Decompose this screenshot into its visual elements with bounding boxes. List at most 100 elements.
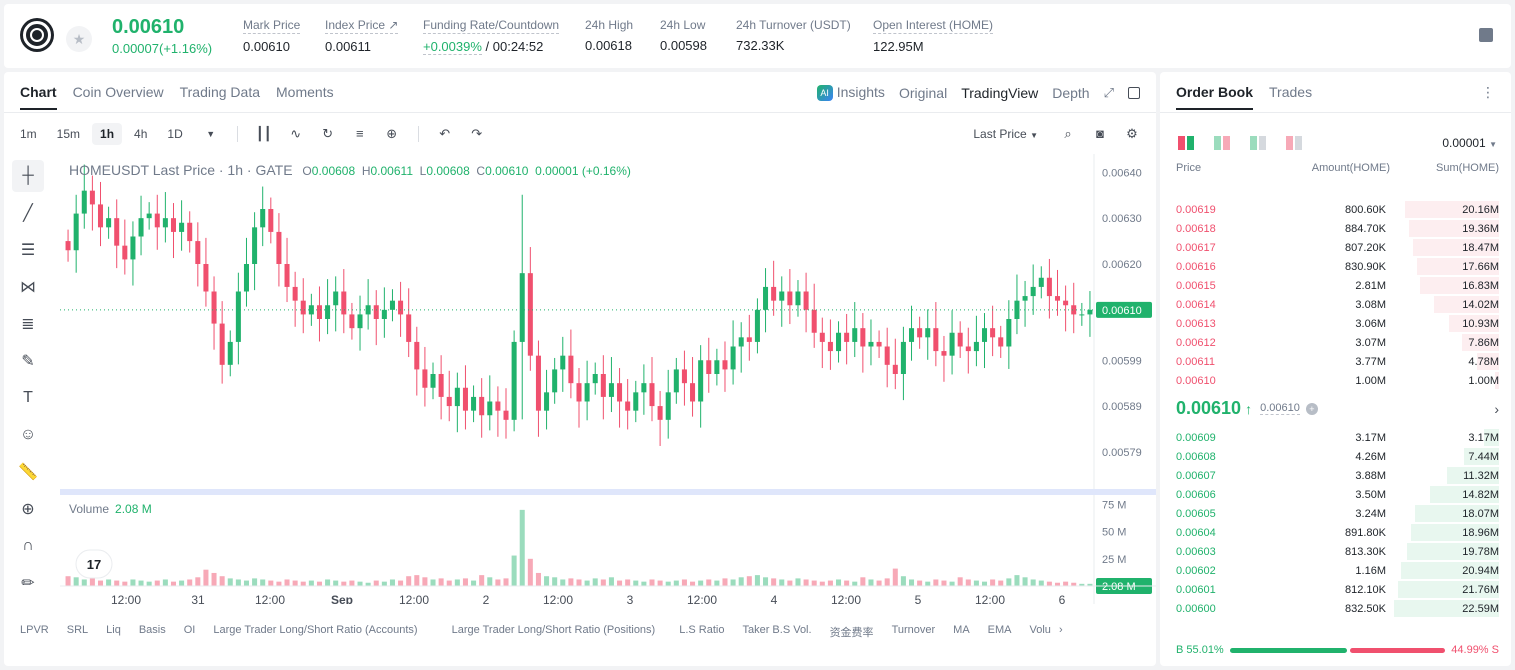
- bid-row[interactable]: 0.00601 812.10K 21.76M: [1176, 580, 1499, 599]
- indicator-lt-positions[interactable]: Large Trader Long/Short Ratio (Positions…: [451, 624, 656, 636]
- tab-tradingview[interactable]: TradingView: [961, 84, 1039, 101]
- indicator-ma[interactable]: MA: [953, 624, 970, 636]
- text-icon[interactable]: T: [23, 389, 33, 406]
- more-options-icon[interactable]: ⋮: [1481, 84, 1495, 100]
- tab-chart[interactable]: Chart: [20, 84, 57, 110]
- indicator-turnover[interactable]: Turnover: [891, 624, 936, 636]
- indicator-oi[interactable]: OI: [183, 624, 196, 636]
- replay-icon[interactable]: ↻: [322, 126, 334, 141]
- view-both-alt-icon[interactable]: [1214, 136, 1230, 150]
- emoji-icon[interactable]: ☺: [19, 426, 37, 443]
- candle-body: [779, 291, 785, 301]
- timeframe-1h[interactable]: 1h: [92, 123, 123, 145]
- horizontal-lines-icon[interactable]: ☰: [20, 242, 36, 259]
- price-tick-label: 0.00620: [1102, 259, 1142, 271]
- fib-icon[interactable]: ≣: [21, 316, 35, 333]
- volume-bar: [527, 558, 533, 586]
- ruler-icon[interactable]: 📏: [18, 464, 38, 481]
- candlestick-chart[interactable]: 0.00640 0.00630 0.00620 0.00610 0.00599 0.005…: [60, 154, 1156, 604]
- crosshair-icon[interactable]: ┼: [12, 160, 44, 192]
- price-source-select[interactable]: Last Price ▼: [973, 127, 1038, 141]
- bid-row[interactable]: 0.00600 832.50K 22.59M: [1176, 599, 1499, 618]
- tab-original[interactable]: Original: [898, 84, 948, 101]
- tab-trading-data[interactable]: Trading Data: [179, 84, 261, 100]
- tab-order-book[interactable]: Order Book: [1176, 84, 1254, 110]
- ask-row[interactable]: 0.00614 3.08M 14.02M: [1176, 295, 1499, 314]
- candle-type-icon[interactable]: ┃┃: [255, 126, 272, 141]
- timeframe-4h[interactable]: 4h: [134, 127, 148, 141]
- camera-icon[interactable]: ◙: [1096, 126, 1104, 141]
- templates-icon[interactable]: ≡: [355, 126, 364, 141]
- indicator-liq[interactable]: Liq: [106, 624, 121, 636]
- indicator-ema[interactable]: EMA: [987, 624, 1012, 636]
- tab-depth[interactable]: Depth: [1052, 84, 1090, 101]
- ask-row[interactable]: 0.00616 830.90K 17.66M: [1176, 257, 1499, 276]
- funding-rate-value[interactable]: +0.0039%: [423, 39, 482, 55]
- ask-row[interactable]: 0.00610 1.00M 1.00M: [1176, 371, 1499, 390]
- add-alert-icon[interactable]: ⊕: [386, 126, 398, 141]
- indicator-srl[interactable]: SRL: [66, 624, 89, 636]
- volume-bar: [698, 580, 704, 586]
- trendline-icon[interactable]: ╱: [23, 205, 33, 222]
- indicator-lt-accounts[interactable]: Large Trader Long/Short Ratio (Accounts): [213, 624, 418, 636]
- brush-icon[interactable]: ✎: [21, 353, 35, 370]
- timeframe-15m[interactable]: 15m: [56, 127, 81, 141]
- view-asks-icon[interactable]: [1286, 136, 1302, 150]
- bid-price: 0.00600: [1176, 602, 1216, 615]
- guide-book-icon[interactable]: [1479, 28, 1493, 42]
- bid-row[interactable]: 0.00609 3.17M 3.17M: [1176, 428, 1499, 447]
- volume-bar: [203, 569, 209, 586]
- legend-symbol: HOMEUSDT Last Price · 1h · GATE: [69, 162, 293, 178]
- chevron-right-icon[interactable]: ›: [1494, 400, 1499, 417]
- favorite-star-icon[interactable]: ★: [66, 26, 92, 52]
- indicator-scroll-right-icon[interactable]: ›: [1058, 624, 1063, 636]
- indicators-icon[interactable]: ∿: [290, 126, 302, 141]
- indicator-ls-ratio[interactable]: L.S Ratio: [679, 624, 725, 636]
- zoom-icon[interactable]: ⊕: [21, 501, 35, 518]
- bid-row[interactable]: 0.00604 891.80K 18.96M: [1176, 523, 1499, 542]
- gear-icon[interactable]: ⚙: [1126, 126, 1138, 141]
- mid-mark-price[interactable]: 0.00610: [1260, 402, 1300, 415]
- ask-row[interactable]: 0.00617 807.20K 18.47M: [1176, 238, 1499, 257]
- view-both-icon[interactable]: [1178, 136, 1194, 150]
- ask-row[interactable]: 0.00613 3.06M 10.93M: [1176, 314, 1499, 333]
- window-icon[interactable]: [1128, 86, 1140, 99]
- undo-icon[interactable]: ↶: [439, 126, 451, 141]
- indicator-basis[interactable]: Basis: [138, 624, 166, 636]
- bid-row[interactable]: 0.00603 813.30K 19.78M: [1176, 542, 1499, 561]
- redo-icon[interactable]: ↷: [471, 126, 483, 141]
- pencil-icon[interactable]: ✏: [21, 575, 35, 592]
- tab-trades[interactable]: Trades: [1269, 84, 1313, 100]
- candle-body: [349, 314, 355, 329]
- tab-moments[interactable]: Moments: [276, 84, 334, 100]
- tick-size-select[interactable]: 0.00001 ▼: [1442, 136, 1497, 150]
- indicator-volume[interactable]: Volu: [1029, 624, 1051, 636]
- ask-row[interactable]: 0.00611 3.77M 4.78M: [1176, 352, 1499, 371]
- bid-row[interactable]: 0.00607 3.88M 11.32M: [1176, 466, 1499, 485]
- indicator-lpvr[interactable]: LPVR: [20, 624, 49, 636]
- magnet-icon[interactable]: ∩: [22, 537, 34, 554]
- ask-row[interactable]: 0.00618 884.70K 19.36M: [1176, 219, 1499, 238]
- timeframe-1m[interactable]: 1m: [20, 127, 37, 141]
- pattern-icon[interactable]: ⋈: [20, 279, 36, 296]
- view-bids-icon[interactable]: [1250, 136, 1266, 150]
- bid-row[interactable]: 0.00608 4.26M 7.44M: [1176, 447, 1499, 466]
- fullscreen-icon[interactable]: ⤢: [1103, 84, 1114, 100]
- volume-bar: [576, 579, 582, 586]
- volume-bar: [357, 581, 363, 586]
- bid-row[interactable]: 0.00602 1.16M 20.94M: [1176, 561, 1499, 580]
- ask-row[interactable]: 0.00612 3.07M 7.86M: [1176, 333, 1499, 352]
- volume-bar: [933, 579, 939, 586]
- ask-row[interactable]: 0.00619 800.60K 20.16M: [1176, 200, 1499, 219]
- indicator-funding-rate[interactable]: 资金费率: [829, 627, 874, 639]
- tab-insights[interactable]: AI Insights: [816, 84, 885, 102]
- timeframe-dropdown-icon[interactable]: ▼: [206, 129, 216, 139]
- candle-body: [235, 291, 241, 342]
- bid-row[interactable]: 0.00606 3.50M 14.82M: [1176, 485, 1499, 504]
- ask-row[interactable]: 0.00615 2.81M 16.83M: [1176, 276, 1499, 295]
- tab-coin-overview[interactable]: Coin Overview: [72, 84, 164, 100]
- bid-row[interactable]: 0.00605 3.24M 18.07M: [1176, 504, 1499, 523]
- indicator-taker-vol[interactable]: Taker B.S Vol.: [742, 624, 812, 636]
- search-icon[interactable]: ⌕: [1064, 126, 1072, 141]
- timeframe-1d[interactable]: 1D: [167, 127, 183, 141]
